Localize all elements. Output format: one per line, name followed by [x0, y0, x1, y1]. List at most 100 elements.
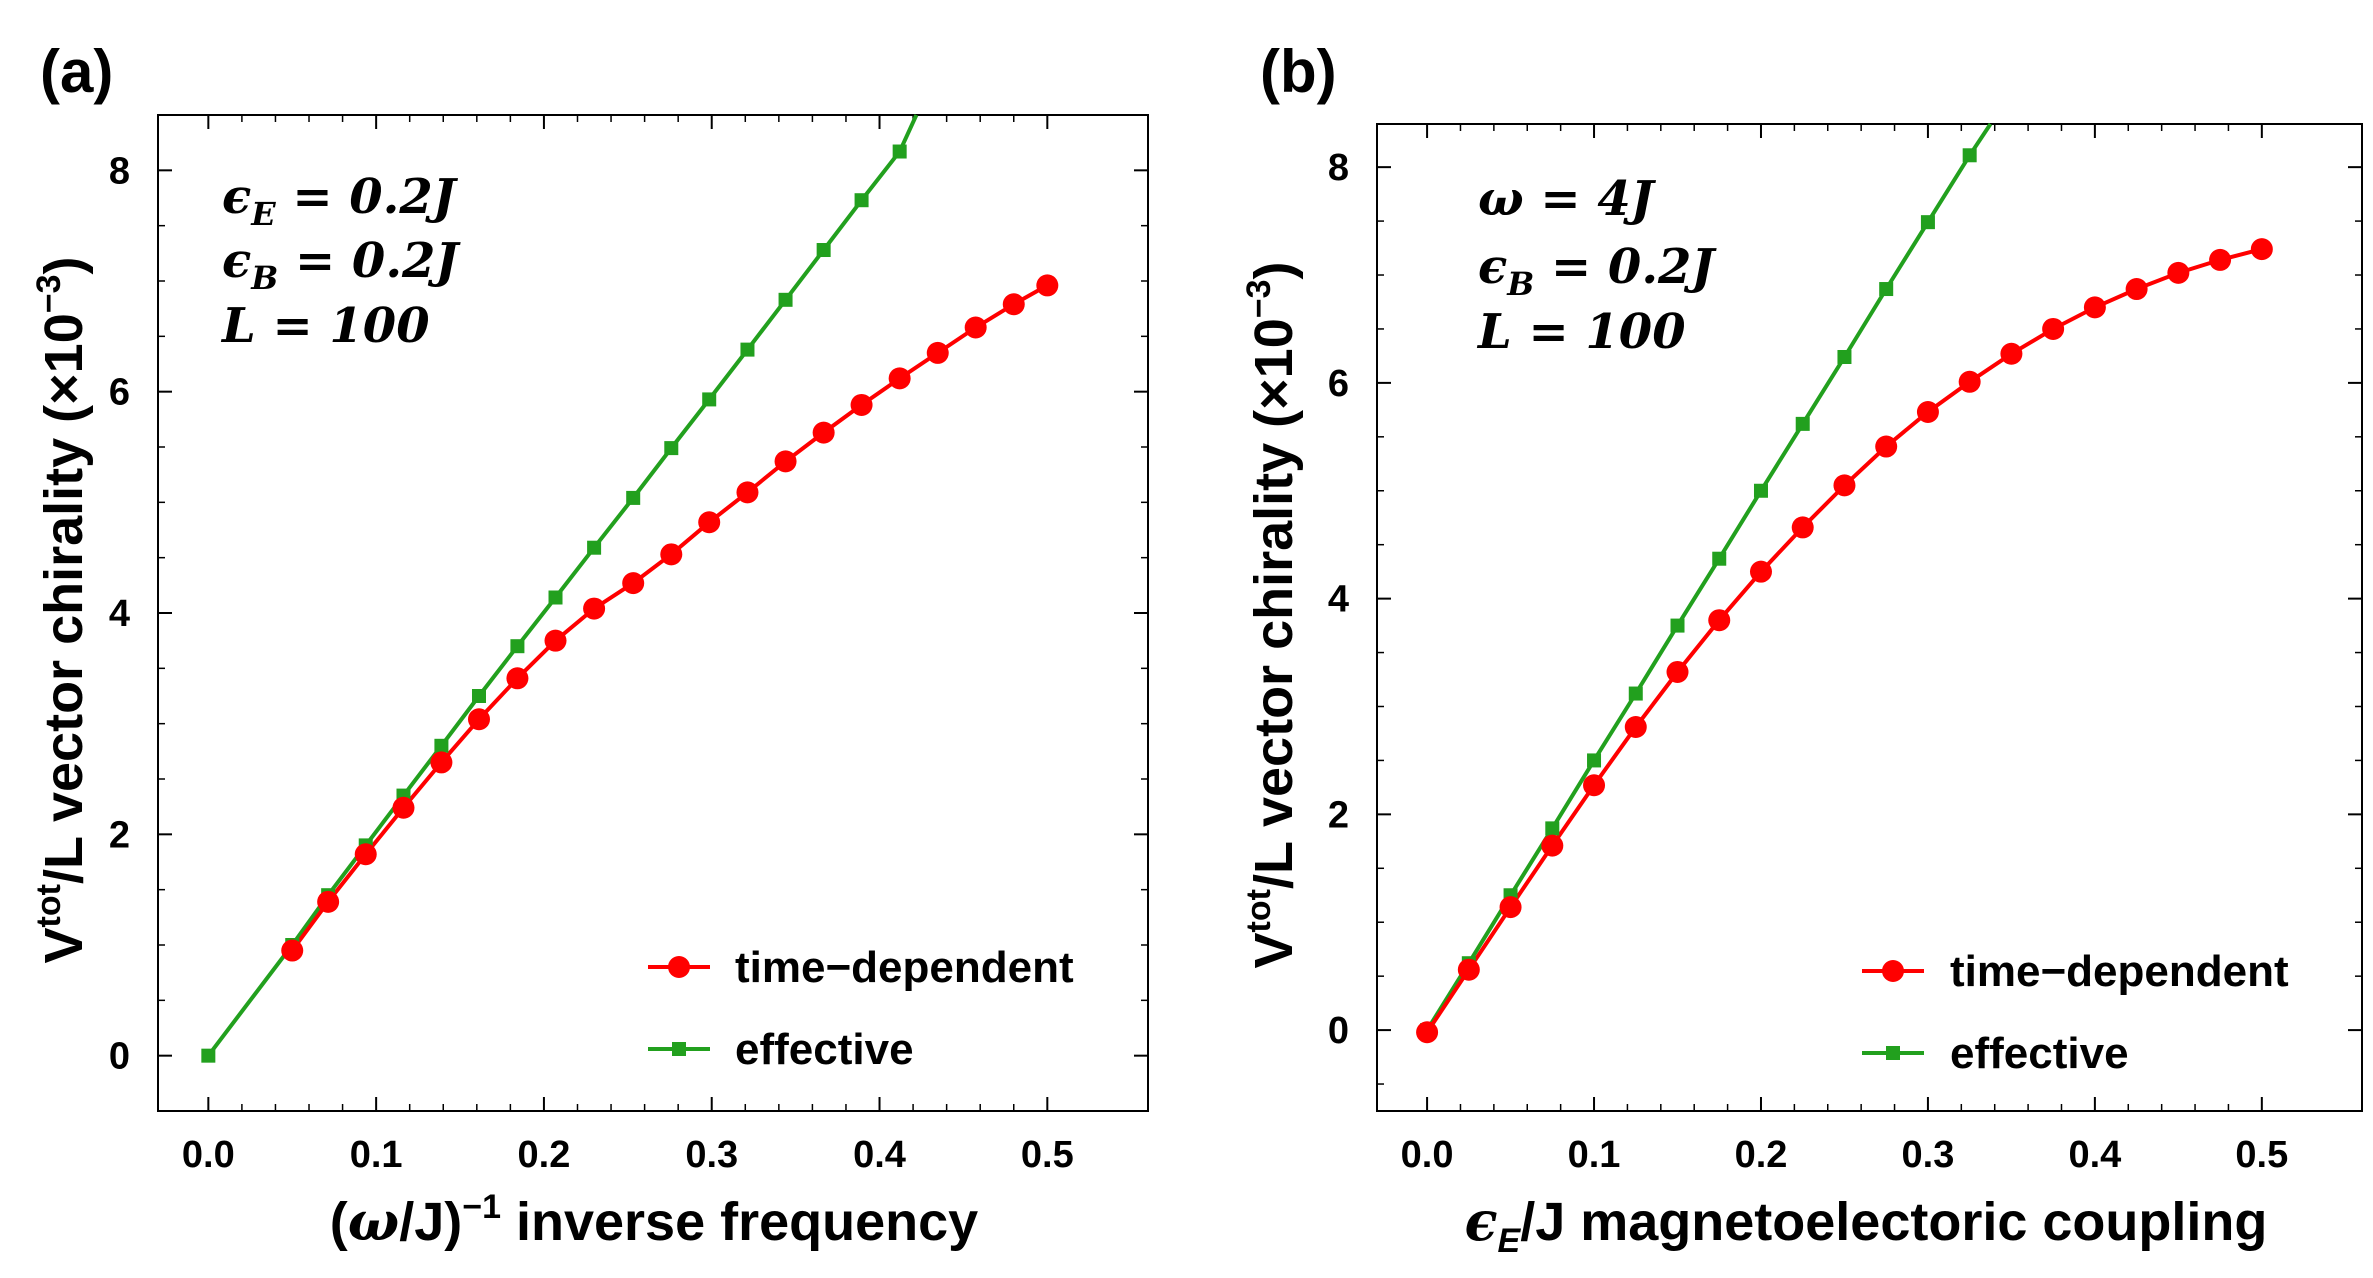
- panel-a-time-dependent-point: [926, 341, 949, 364]
- panel-b-time-dependent-point: [1457, 958, 1480, 981]
- panel-a-xtick-label: 0.4: [853, 1134, 906, 1176]
- panel-b-ytick-label: 8: [1328, 147, 1349, 189]
- panel-a-xtick-label: 0.0: [182, 1134, 235, 1176]
- panel-a-xlabel: (ω/J)−1 inverse frequency: [330, 1188, 978, 1253]
- panel-a-annotation-2: ϵB = 0.2J: [222, 233, 461, 297]
- panel-b-xtick-label: 0.1: [1568, 1134, 1621, 1176]
- panel-a-effective-point: [626, 490, 641, 505]
- panel-a-time-dependent-point: [430, 751, 453, 774]
- panel-b-time-dependent-point: [1499, 896, 1522, 919]
- panel-a-effective-point: [548, 590, 563, 605]
- panel-b-ytick-label: 6: [1328, 363, 1349, 405]
- panel-a-time-dependent-point: [392, 796, 415, 819]
- panel-a-legend-effective-marker: [672, 1042, 686, 1056]
- panel-b-time-dependent-point: [2167, 261, 2190, 284]
- panel-a-time-dependent-point: [354, 843, 377, 866]
- panel-b-time-dependent-point: [1749, 560, 1772, 583]
- panel-a-effective-point: [778, 292, 793, 307]
- panel-a-ticks: [158, 114, 1148, 1112]
- panel-a-legend: time−dependent effective: [648, 943, 1074, 1074]
- panel-b-time-dependent-point: [1541, 834, 1564, 857]
- panel-b-effective-point: [1628, 686, 1643, 701]
- panel-a-time-dependent-point: [698, 511, 721, 534]
- panel-b-xtick-label: 0.5: [2235, 1134, 2288, 1176]
- panel-a-time-dependent-point: [583, 597, 606, 620]
- panel-a-time-dependent-point: [964, 316, 987, 339]
- panel-a-effective-point: [201, 1048, 216, 1063]
- panel-a-time-dependent-point: [812, 421, 835, 444]
- panel-a-time-dependent-point: [622, 572, 645, 595]
- panel-b-time-dependent-point: [1875, 435, 1898, 458]
- panel-a-xtick-label: 0.5: [1021, 1134, 1074, 1176]
- panel-b-time-dependent-point: [1958, 370, 1981, 393]
- panel-b-ytick-labels: 0 2 4 6 8: [1328, 147, 1349, 1052]
- panel-b-time-dependent-point: [1791, 516, 1814, 539]
- panel-b-legend-effective-marker: [1886, 1046, 1900, 1060]
- panel-a-effective-point: [892, 144, 907, 159]
- panel-a-time-dependent-point: [1036, 274, 1059, 297]
- panel-a-ytick-label: 4: [109, 593, 130, 635]
- panel-b-xtick-label: 0.3: [1902, 1134, 1955, 1176]
- panel-a-ytick-label: 8: [109, 150, 130, 192]
- panel-a-legend-time-dependent-label: time−dependent: [735, 943, 1074, 992]
- panel-a-time-dependent-point: [506, 667, 529, 690]
- panel-a-time-dependent-point: [888, 367, 911, 390]
- panel-b-annotation-1: ω = 4J: [1478, 171, 1657, 227]
- panel-a-time-dependent-point: [1002, 293, 1025, 316]
- panel-b-effective-point: [1795, 416, 1810, 431]
- panel-a-xtick-labels: 0.0 0.1 0.2 0.3 0.4 0.5: [182, 1134, 1074, 1176]
- panel-a-time-dependent-point: [544, 629, 567, 652]
- panel-a-annotation-1: ϵE = 0.2J: [222, 169, 459, 233]
- panel-a-time-dependent-point: [660, 543, 683, 566]
- panel-a: (a) 0.0 0.1 0.2 0.3 0.4 0.5 0 2 4 6 8 ϵE = 0.2J ϵ…: [30, 38, 1149, 1253]
- panel-a-effective-point: [664, 441, 679, 456]
- panel-b-time-dependent-markers: [1416, 238, 2273, 1044]
- panel-a-label: (a): [40, 38, 113, 105]
- panel-a-time-dependent-point: [850, 393, 873, 416]
- panel-a-xtick-label: 0.1: [350, 1134, 403, 1176]
- panel-a-effective-point: [740, 342, 755, 357]
- panel-b-effective-point: [1879, 282, 1894, 297]
- panel-b-annotation-3: L = 100: [1476, 304, 1686, 360]
- panel-a-time-dependent-point: [736, 481, 759, 504]
- panel-b-xtick-label: 0.4: [2068, 1134, 2121, 1176]
- panel-b-ticks: [1377, 124, 2362, 1111]
- panel-b-time-dependent-point: [2083, 296, 2106, 319]
- panel-b-effective-point: [1670, 618, 1685, 633]
- panel-a-ylabel: Vtot/L vector chirality (×10−3): [30, 257, 94, 964]
- panel-a-ytick-labels: 0 2 4 6 8: [109, 150, 130, 1077]
- panel-b-time-dependent-point: [1666, 660, 1689, 683]
- panel-a-legend-time-dependent-marker: [668, 956, 690, 978]
- panel-b-time-dependent-point: [1624, 715, 1647, 738]
- panel-b-xtick-label: 0.0: [1401, 1134, 1454, 1176]
- panel-b-ytick-label: 4: [1328, 579, 1349, 621]
- panel-a-time-dependent-markers: [281, 274, 1059, 962]
- panel-a-effective-point: [587, 540, 602, 555]
- panel-b-effective-point: [1545, 821, 1560, 836]
- panel-a-effective-point: [816, 243, 831, 258]
- panel-b-xtick-label: 0.2: [1735, 1134, 1788, 1176]
- panel-a-time-dependent-point: [317, 890, 340, 913]
- panel-b-effective-point: [1712, 551, 1727, 566]
- panel-a-xtick-label: 0.3: [685, 1134, 738, 1176]
- panel-a-effective-point: [471, 689, 486, 703]
- panel-a-ytick-label: 6: [109, 372, 130, 414]
- panel-a-xtick-label: 0.2: [518, 1134, 571, 1176]
- panel-a-ytick-label: 0: [109, 1036, 130, 1078]
- panel-a-effective-point: [510, 639, 525, 654]
- panel-b-plot: [1416, 122, 2273, 1044]
- panel-b-effective-point: [1962, 148, 1977, 163]
- panel-b: (b) 0.0 0.1 0.2 0.3 0.4 0.5 0 2 4 6 8 ω = 4J ϵB =…: [1240, 38, 2363, 1260]
- panel-b-time-dependent-point: [2125, 278, 2148, 301]
- panel-b-effective-point: [1753, 483, 1768, 498]
- panel-b-time-dependent-point: [2250, 238, 2273, 261]
- panel-b-effective-point: [1920, 215, 1935, 230]
- panel-b-time-dependent-point: [1416, 1021, 1439, 1044]
- panel-a-time-dependent-point: [774, 450, 797, 473]
- panel-b-time-dependent-point: [2000, 342, 2023, 365]
- panel-b-legend-time-dependent-label: time−dependent: [1950, 947, 2289, 996]
- panel-b-frame: [1376, 123, 2363, 1112]
- panel-b-time-dependent-point: [1708, 609, 1731, 632]
- panel-b-time-dependent-point: [1916, 401, 1939, 424]
- panel-b-xtick-labels: 0.0 0.1 0.2 0.3 0.4 0.5: [1401, 1134, 2289, 1176]
